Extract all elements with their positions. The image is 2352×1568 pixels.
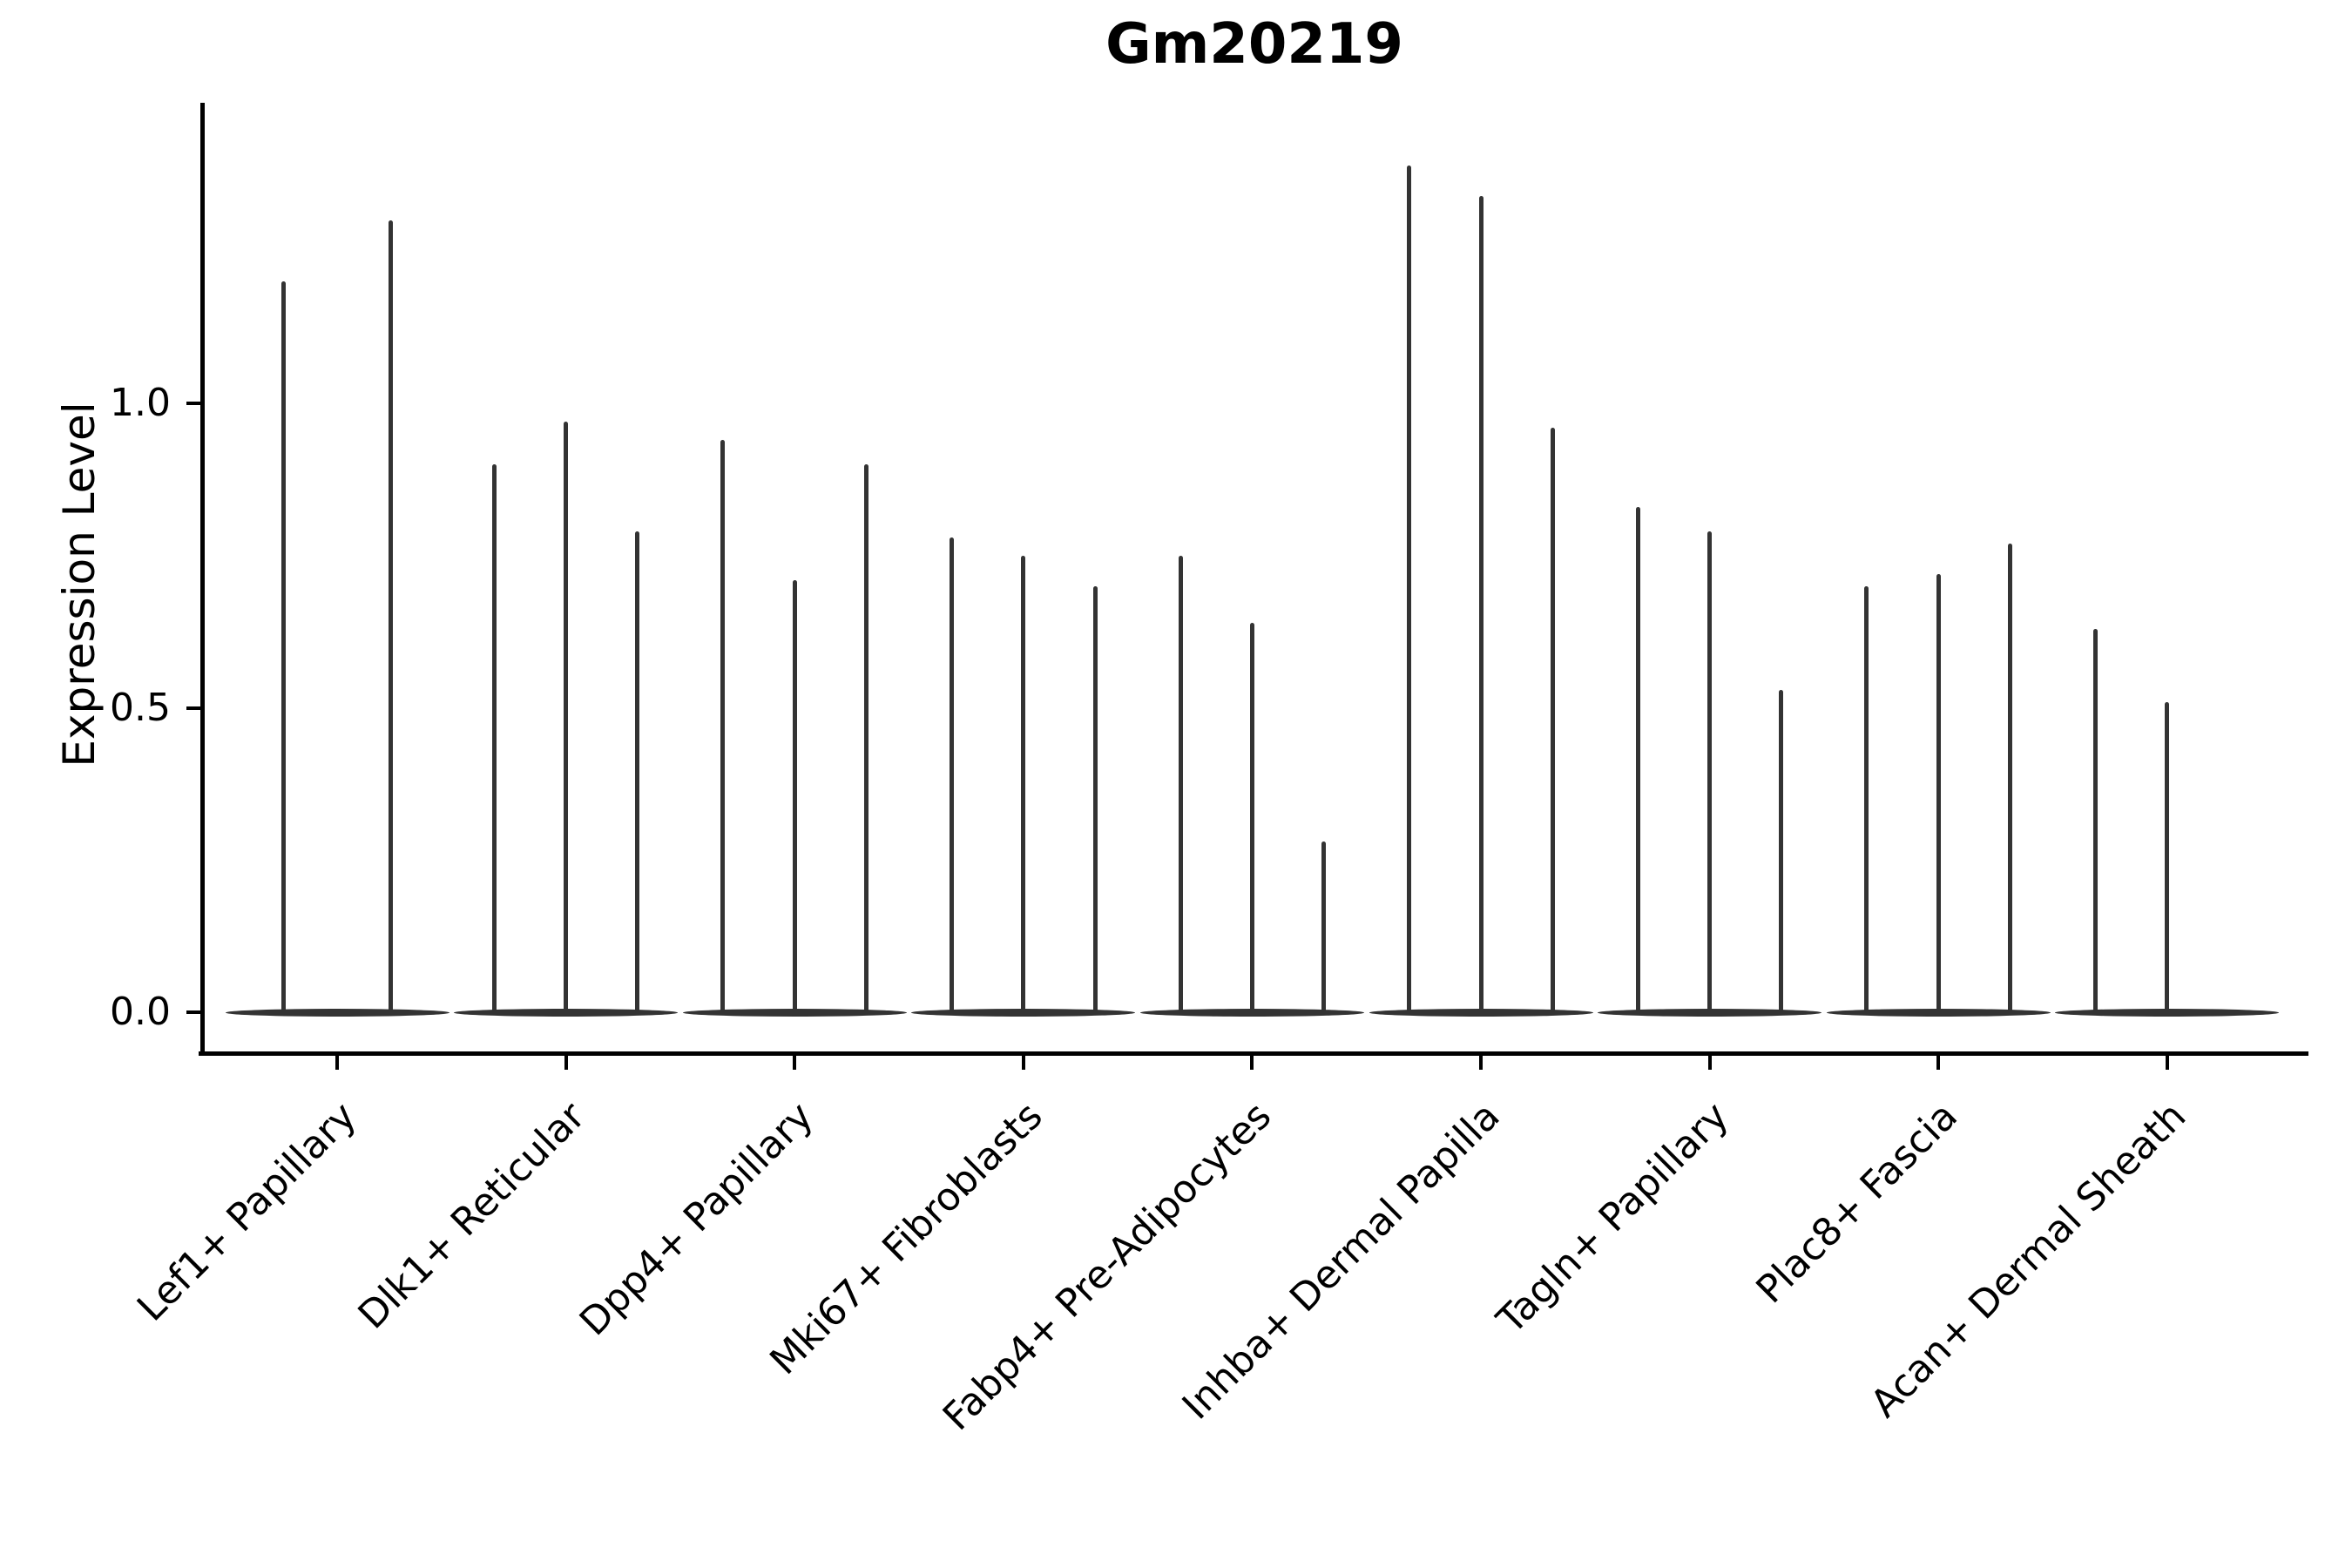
violin-spike	[635, 531, 640, 1014]
x-tick	[335, 1054, 339, 1070]
violin-spike	[1021, 555, 1026, 1014]
violin-spike	[1092, 585, 1098, 1014]
y-axis-label: Expression Level	[54, 402, 105, 767]
violin-spike	[2008, 543, 2013, 1014]
x-category-label-text: Dpp4+ Papillary	[571, 1093, 822, 1345]
violin-spike	[1550, 427, 1555, 1014]
violin-spike	[1936, 573, 1941, 1014]
y-tick-label: 1.0	[110, 381, 171, 425]
violin-spike	[864, 463, 869, 1014]
violin-spike	[949, 537, 954, 1014]
violin-spike	[1478, 196, 1484, 1014]
x-category-label-text: Dlk1+ Reticular	[349, 1093, 594, 1338]
violin-spike	[1707, 531, 1713, 1014]
violin-spike	[792, 579, 797, 1014]
x-category-label-text: Tagln+ Papillary	[1488, 1093, 1738, 1343]
y-axis-spine	[200, 103, 205, 1056]
y-tick	[186, 402, 200, 405]
violin-spike	[389, 220, 394, 1014]
x-category-label-text: Lef1+ Papillary	[128, 1093, 365, 1330]
violin-spike	[2165, 701, 2170, 1014]
x-tick	[1707, 1054, 1712, 1070]
violin-spike	[1178, 555, 1183, 1014]
x-axis-spine	[199, 1051, 2308, 1056]
x-category-label-text: Plac8+ Fascia	[1747, 1093, 1966, 1313]
violin-spike	[1779, 689, 1784, 1014]
y-tick-label: 0.0	[110, 990, 171, 1034]
violin-spike	[1407, 166, 1412, 1014]
y-tick-label: 0.5	[110, 685, 171, 730]
x-tick	[793, 1054, 797, 1070]
y-tick	[186, 1010, 200, 1014]
violin-base	[225, 1008, 449, 1017]
x-tick	[1021, 1054, 1025, 1070]
violin-spike	[564, 421, 569, 1014]
x-tick	[2165, 1054, 2169, 1070]
violin-spike	[1864, 585, 1869, 1014]
x-tick	[1479, 1054, 1483, 1070]
y-tick	[186, 706, 200, 710]
violin-spike	[2092, 628, 2098, 1014]
chart-title: Gm20219	[1105, 12, 1403, 77]
violin-spike	[720, 439, 726, 1014]
x-tick	[1936, 1054, 1941, 1070]
x-tick	[1250, 1054, 1254, 1070]
violin-spike	[491, 463, 497, 1014]
violin-spike	[1249, 622, 1254, 1014]
x-tick	[564, 1054, 568, 1070]
violin-spike	[280, 281, 286, 1014]
violin-spike	[1635, 506, 1640, 1014]
violin-spike	[1321, 841, 1327, 1014]
